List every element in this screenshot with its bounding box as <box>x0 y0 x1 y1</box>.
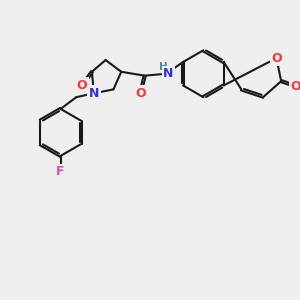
Text: N: N <box>89 87 99 100</box>
Text: O: O <box>291 80 300 93</box>
Text: H: H <box>159 62 168 72</box>
Text: O: O <box>271 52 282 65</box>
Text: O: O <box>136 87 146 100</box>
Text: F: F <box>56 165 65 178</box>
Text: N: N <box>163 67 173 80</box>
Text: O: O <box>77 79 87 92</box>
